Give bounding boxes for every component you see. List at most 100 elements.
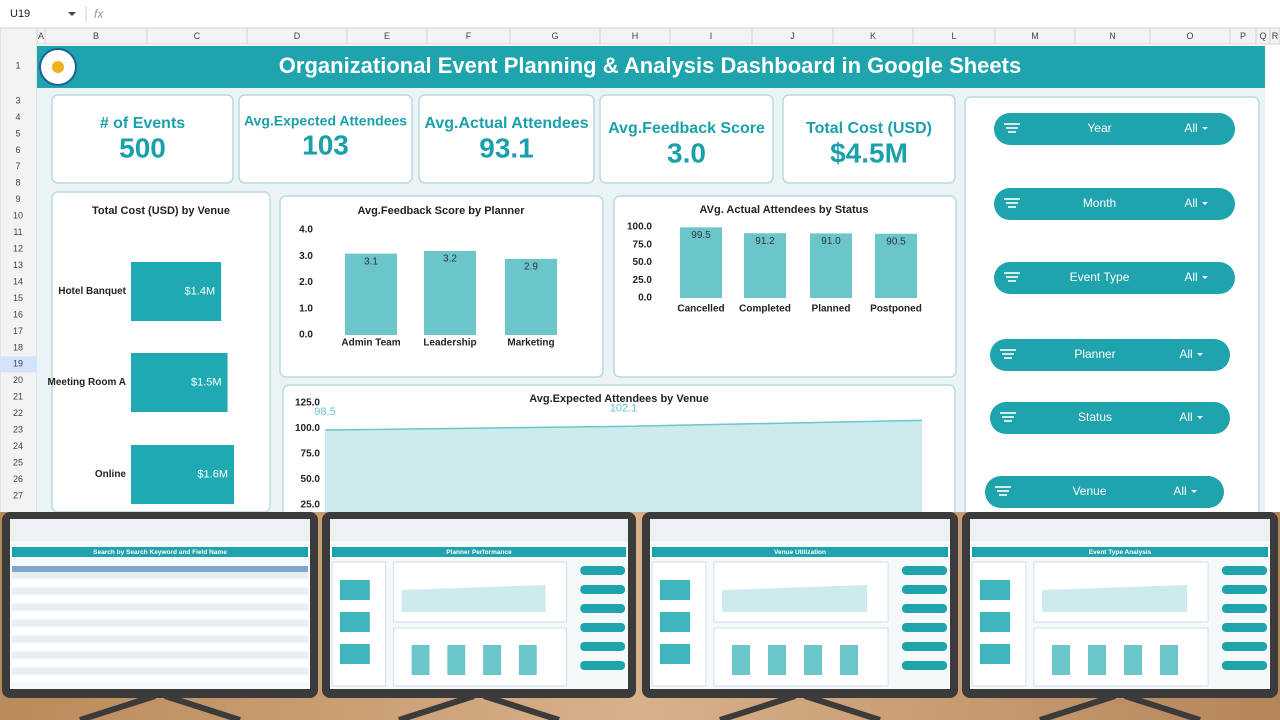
thumb-bar bbox=[1124, 645, 1142, 675]
row-number: 22 bbox=[13, 408, 23, 418]
thumb-bar bbox=[804, 645, 822, 675]
thumb-row bbox=[12, 604, 308, 610]
column-header bbox=[0, 27, 1280, 45]
filter-pill[interactable] bbox=[994, 113, 1235, 145]
row-number: 4 bbox=[15, 112, 20, 122]
thumb-bar bbox=[660, 580, 690, 600]
filter-pill[interactable] bbox=[990, 339, 1230, 371]
thumb-area bbox=[401, 585, 546, 612]
filter-pill[interactable] bbox=[994, 188, 1235, 220]
category-label: Marketing bbox=[507, 338, 554, 349]
card bbox=[599, 94, 774, 184]
thumb-row bbox=[12, 676, 308, 682]
thumb-bar bbox=[660, 644, 690, 664]
category-label: Cancelled bbox=[677, 304, 724, 315]
filter-value: All bbox=[1184, 121, 1197, 135]
thumb-row bbox=[12, 580, 308, 586]
monitor-stand bbox=[1039, 693, 1201, 720]
thumb-toolbar bbox=[970, 519, 1270, 541]
monitor-stand bbox=[398, 693, 560, 720]
thumb-bar bbox=[340, 612, 370, 632]
value-label: 2.9 bbox=[524, 262, 538, 273]
dashboard-title: Organizational Event Planning & Analysis… bbox=[279, 53, 1021, 78]
thumb-filter bbox=[1222, 661, 1267, 670]
row-number: 11 bbox=[13, 227, 22, 237]
dropdown-caret[interactable] bbox=[68, 12, 76, 16]
thumb-bar bbox=[1160, 645, 1178, 675]
row-number: 18 bbox=[13, 342, 23, 352]
thumb-filter bbox=[902, 604, 947, 613]
category-label: Completed bbox=[739, 304, 791, 315]
bar bbox=[810, 233, 852, 298]
thumb-bar bbox=[340, 644, 370, 664]
thumb-title: Planner Performance bbox=[446, 549, 512, 556]
thumb-row bbox=[12, 652, 308, 658]
thumb-area bbox=[722, 585, 867, 612]
bar bbox=[875, 233, 917, 298]
bar bbox=[505, 258, 557, 335]
row-number: 24 bbox=[13, 441, 23, 451]
column-letter: F bbox=[466, 31, 472, 41]
column-letter: H bbox=[632, 31, 639, 41]
bar bbox=[680, 227, 722, 298]
kpi-label: Total Cost (USD) bbox=[806, 120, 932, 137]
filter-caret bbox=[1197, 353, 1203, 356]
card bbox=[964, 96, 1260, 518]
filter-pill[interactable] bbox=[990, 402, 1230, 434]
row-number: 5 bbox=[15, 128, 20, 138]
row-number: 9 bbox=[15, 194, 20, 204]
thumb-title: Event Type Analysis bbox=[1089, 549, 1152, 556]
thumb-bar bbox=[768, 645, 786, 675]
column-letter: A bbox=[38, 31, 44, 41]
thumb-filter bbox=[1222, 642, 1267, 651]
bar bbox=[345, 253, 397, 335]
thumb-filter bbox=[580, 623, 626, 632]
thumb-bar bbox=[732, 645, 750, 675]
y-tick-label: 0.0 bbox=[299, 330, 313, 341]
filter-caret bbox=[1202, 276, 1208, 279]
monitor-stand bbox=[79, 693, 241, 720]
row-number: 15 bbox=[13, 293, 23, 303]
y-tick-label: 1.0 bbox=[299, 303, 313, 314]
thumb-row bbox=[12, 612, 308, 618]
formula-bar bbox=[0, 0, 1280, 28]
filter-label: Month bbox=[1083, 196, 1116, 210]
column-letter: D bbox=[294, 31, 301, 41]
cell-ref[interactable]: U19 bbox=[10, 8, 30, 20]
category-label: Leadership bbox=[423, 338, 476, 349]
kpi-value: $4.5M bbox=[830, 137, 908, 168]
thumb-bar bbox=[1052, 645, 1070, 675]
row-number: 21 bbox=[13, 392, 23, 402]
filter-caret bbox=[1202, 202, 1208, 205]
column-letter: O bbox=[1186, 31, 1193, 41]
thumb-filter bbox=[580, 642, 626, 651]
card bbox=[51, 94, 234, 184]
row-number: 12 bbox=[13, 244, 23, 254]
thumb-toolbar bbox=[10, 519, 310, 541]
card bbox=[782, 94, 956, 184]
thumb-title-bar bbox=[972, 547, 1268, 557]
thumb-title-bar bbox=[332, 547, 626, 557]
thumb-bar bbox=[660, 612, 690, 632]
y-tick-label: 25.0 bbox=[633, 275, 653, 286]
thumb-title-bar bbox=[12, 547, 308, 557]
row-number: 3 bbox=[15, 95, 20, 105]
category-label: Planned bbox=[812, 304, 851, 315]
thumb-filter bbox=[580, 566, 626, 575]
area-line bbox=[324, 419, 923, 431]
area-fill bbox=[325, 420, 922, 531]
row-number: 20 bbox=[13, 375, 23, 385]
thumb-bar bbox=[447, 645, 466, 675]
thumb-filter bbox=[580, 661, 626, 670]
column-letter: G bbox=[551, 31, 558, 41]
filter-pill[interactable] bbox=[985, 476, 1224, 508]
filter-pill[interactable] bbox=[994, 262, 1235, 294]
y-tick-label: 50.0 bbox=[301, 474, 321, 485]
value-label: 98.5 bbox=[314, 406, 335, 418]
category-label: Online bbox=[95, 469, 127, 480]
thumb-filter bbox=[902, 642, 947, 651]
column-letter: P bbox=[1240, 31, 1246, 41]
thumb-row bbox=[12, 644, 308, 650]
filter-label: Status bbox=[1078, 410, 1112, 424]
y-tick-label: 25.0 bbox=[301, 500, 321, 511]
